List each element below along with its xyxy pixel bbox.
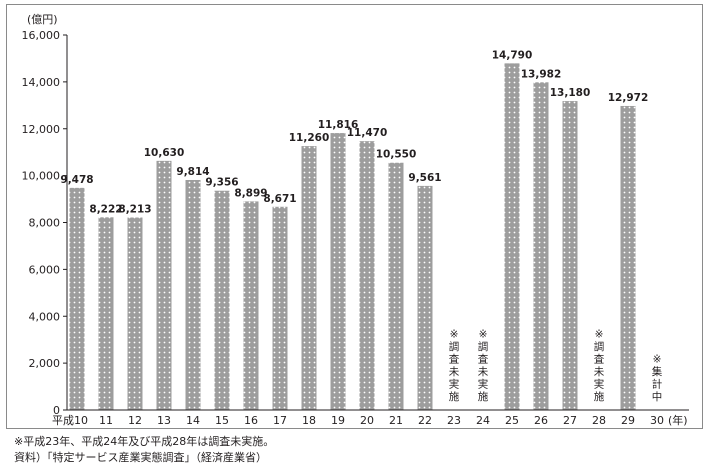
x-tick-label: 17: [273, 414, 287, 427]
bar: [156, 160, 172, 410]
x-tick-label: 16: [244, 414, 258, 427]
bars: [69, 63, 636, 410]
y-tick-label: 16,000: [22, 29, 61, 42]
y-tick-label: 8,000: [29, 217, 61, 230]
bar: [185, 179, 201, 410]
data-label: 9,478: [60, 174, 93, 186]
x-tick-label: 14: [186, 414, 200, 427]
x-tick-label: 平成10: [52, 414, 88, 427]
x-tick-label: 22: [418, 414, 432, 427]
y-tick-label: 6,000: [29, 263, 61, 276]
x-axis: 平成10 11 12 13 14 15 16 17 18 19 20 21 22 23 24 25 26 27 28…: [52, 409, 689, 427]
data-label: 8,222: [89, 203, 122, 215]
x-tick-label: 26: [534, 414, 548, 427]
data-label: 8,671: [263, 193, 296, 205]
bar: [562, 101, 578, 410]
bar-chart: (億円) 0 2,000 4,000 6,000 8,000 10,000 12,000 14…: [22, 13, 689, 427]
annotation: ※調査未実施: [594, 329, 605, 404]
bar: [620, 105, 636, 410]
x-tick-label: 11: [99, 414, 113, 427]
bar: [272, 206, 288, 410]
bar: [504, 63, 520, 410]
y-tick-label: 14,000: [22, 76, 61, 89]
x-tick-label: 30: [650, 414, 664, 427]
y-tick-label: 0: [53, 404, 60, 417]
bar: [243, 201, 259, 410]
bar: [214, 190, 230, 410]
x-tick-label: 15: [215, 414, 229, 427]
data-label: 11,470: [347, 127, 388, 139]
bar: [330, 133, 346, 410]
source-note: 資料）「特定サービス産業実態調査」（経済産業省）: [14, 451, 267, 464]
x-tick-label: 12: [128, 414, 142, 427]
x-tick-label: 29: [621, 414, 635, 427]
y-tick-label: 2,000: [29, 357, 61, 370]
annotation: ※調査未実施: [449, 329, 460, 404]
y-tick-label: 10,000: [22, 170, 61, 183]
x-tick-label: 20: [360, 414, 374, 427]
x-tick-label: 21: [389, 414, 403, 427]
annotations: ※調査未実施 ※調査未実施 ※調査未実施 ※集計中: [449, 329, 663, 404]
bar: [359, 141, 375, 410]
x-tick-label: 19: [331, 414, 345, 427]
data-label: 9,356: [205, 177, 238, 189]
data-label: 8,213: [118, 204, 151, 216]
x-tick-label: 18: [302, 414, 316, 427]
x-tick-label: 13: [157, 414, 171, 427]
y-tick-label: 12,000: [22, 123, 61, 136]
y-axis: 0 2,000 4,000 6,000 8,000 10,000 12,000 14,000 1…: [22, 29, 68, 417]
chart-frame: (億円) 0 2,000 4,000 6,000 8,000 10,000 12,000 14…: [6, 4, 703, 429]
annotation: ※調査未実施: [478, 329, 489, 404]
bar: [417, 185, 433, 410]
data-label: 12,972: [608, 92, 649, 104]
data-label: 11,816: [318, 119, 359, 131]
data-label: 13,180: [550, 87, 591, 99]
data-label: 8,899: [234, 187, 267, 199]
x-tick-label: 27: [563, 414, 577, 427]
bar: [301, 146, 317, 410]
data-label: 9,814: [176, 166, 209, 178]
bar: [533, 82, 549, 410]
data-label: 10,630: [144, 147, 185, 159]
bar: [69, 187, 85, 410]
bar: [98, 217, 114, 410]
bar: [388, 162, 404, 410]
x-tick-label: 23: [447, 414, 461, 427]
x-tick-label: 24: [476, 414, 490, 427]
x-tick-label: 25: [505, 414, 519, 427]
y-axis-label: (億円): [27, 13, 58, 26]
annotation: ※集計中: [652, 354, 663, 404]
y-tick-label: 4,000: [29, 310, 61, 323]
data-label: 14,790: [492, 49, 533, 61]
data-label: 9,561: [408, 172, 441, 184]
data-label: 10,550: [376, 149, 417, 161]
data-label: 13,982: [521, 68, 562, 80]
data-label: 11,260: [289, 132, 330, 144]
x-tick-label: 28: [592, 414, 606, 427]
x-axis-unit: (年): [668, 413, 688, 427]
footnote: ※平成23年、平成24年及び平成28年は調査未実施。: [14, 435, 275, 448]
bar: [127, 217, 143, 410]
